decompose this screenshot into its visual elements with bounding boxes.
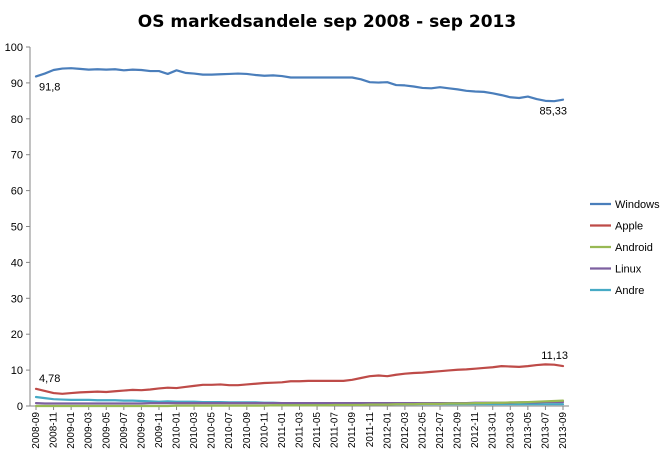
x-tick-label: 2009-01 xyxy=(66,412,77,449)
x-tick-label: 2012-05 xyxy=(417,412,428,449)
x-tick-label: 2009-11 xyxy=(154,412,165,448)
x-tick-label: 2009-09 xyxy=(136,412,147,449)
x-tick-label: 2012-11 xyxy=(470,412,481,448)
series-line-windows xyxy=(34,67,565,103)
x-tick-label: 2012-01 xyxy=(382,412,393,449)
legend-label: Apple xyxy=(615,221,643,233)
legend-label: Android xyxy=(615,242,653,254)
x-tick-label: 2011-11 xyxy=(365,412,376,448)
y-tick-label: 70 xyxy=(11,150,23,162)
x-tick-label: 2010-07 xyxy=(224,412,235,449)
y-tick-label: 100 xyxy=(5,42,23,54)
data-label: 91,8 xyxy=(39,81,60,93)
chart-title: OS markedsandele sep 2008 - sep 2013 xyxy=(138,12,516,32)
x-tick-label: 2013-07 xyxy=(540,412,551,449)
y-tick-label: 80 xyxy=(11,114,23,126)
x-tick-label: 2012-03 xyxy=(400,412,411,449)
y-tick-label: 90 xyxy=(11,78,23,90)
x-tick-label: 2011-03 xyxy=(295,412,306,448)
x-tick-label: 2011-07 xyxy=(330,412,341,448)
axes xyxy=(29,47,569,407)
y-tick-label: 20 xyxy=(11,329,23,341)
data-label: 85,33 xyxy=(539,106,567,118)
y-tick-label: 60 xyxy=(11,186,23,198)
y-tick-label: 50 xyxy=(11,222,23,234)
legend-label: Andre xyxy=(615,285,644,297)
series-lines xyxy=(34,67,565,408)
x-tick-label: 2013-09 xyxy=(558,412,569,449)
x-tick-label: 2009-07 xyxy=(119,412,130,449)
x-tick-label: 2013-03 xyxy=(505,412,516,449)
y-tick-label: 0 xyxy=(17,401,23,413)
x-tick-label: 2013-05 xyxy=(523,412,534,449)
data-label: 4,78 xyxy=(39,373,60,385)
data-annotations: 91,8 85,33 4,78 11,13 xyxy=(39,81,568,384)
y-tick-label: 40 xyxy=(11,257,23,269)
y-tick-label: 30 xyxy=(11,293,23,305)
x-axis-ticks: 2008-09 2008-11 2009-01 2009-03 2009-05 2009-… xyxy=(31,406,569,449)
x-tick-label: 2013-01 xyxy=(488,412,499,449)
x-tick-label: 2009-03 xyxy=(84,412,95,449)
legend-label: Windows xyxy=(615,199,660,211)
x-tick-label: 2010-11 xyxy=(259,412,270,448)
x-tick-label: 2012-09 xyxy=(453,412,464,449)
x-tick-label: 2010-09 xyxy=(242,412,253,449)
x-tick-label: 2012-07 xyxy=(435,412,446,449)
x-tick-label: 2010-01 xyxy=(172,412,183,449)
legend-label: Linux xyxy=(615,264,642,276)
y-tick-label: 10 xyxy=(11,365,23,377)
legend: Windows Apple Android Linux Andre xyxy=(590,199,660,297)
series-line-android xyxy=(34,399,565,408)
y-axis-ticks: 0 10 20 30 40 50 60 70 80 90 100 xyxy=(5,42,30,413)
x-tick-label: 2008-09 xyxy=(31,412,42,449)
data-label: 11,13 xyxy=(541,350,568,362)
x-tick-label: 2011-05 xyxy=(312,412,323,448)
series-line-apple xyxy=(34,363,565,395)
x-tick-label: 2010-03 xyxy=(189,412,200,449)
x-tick-label: 2011-01 xyxy=(277,412,288,448)
x-tick-label: 2010-05 xyxy=(207,412,218,449)
x-tick-label: 2009-05 xyxy=(101,412,112,449)
x-tick-label: 2011-09 xyxy=(347,412,358,448)
x-tick-label: 2008-11 xyxy=(49,412,60,448)
